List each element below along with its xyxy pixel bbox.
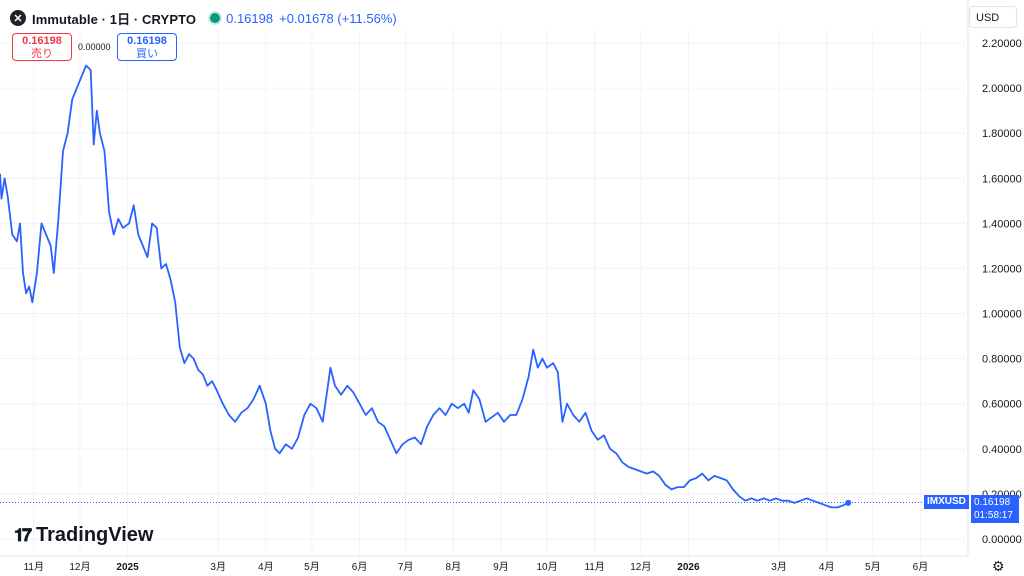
symbol-header: ✕ Immutable · 1日 · CRYPTO 0.16198 +0.016… xyxy=(10,6,397,30)
x-tick-label: 11月 xyxy=(24,561,44,573)
x-tick-label: 2026 xyxy=(677,562,700,573)
y-tick-label: 2.00000 xyxy=(982,83,1022,95)
sell-button[interactable]: 0.16198 売り xyxy=(12,33,72,61)
sell-price: 0.16198 xyxy=(22,35,62,47)
price-line xyxy=(0,64,849,509)
x-tick-label: 12月 xyxy=(69,561,90,573)
x-logo-icon: ✕ xyxy=(10,10,26,26)
x-tick-label: 6月 xyxy=(352,561,368,573)
x-tick-label: 8月 xyxy=(446,561,462,573)
tv-logo-icon: 𝟏𝟕 xyxy=(14,525,32,545)
spread-value: 0.00000 xyxy=(78,42,111,52)
x-tick-label: 9月 xyxy=(493,561,509,573)
market-open-icon xyxy=(210,13,221,23)
y-tick-label: 1.60000 xyxy=(982,173,1022,185)
y-tick-label: 0.40000 xyxy=(982,444,1022,456)
x-tick-label: 7月 xyxy=(398,561,414,573)
x-tick-label: 10月 xyxy=(536,561,557,573)
x-tick-label: 5月 xyxy=(865,561,881,573)
gear-icon[interactable]: ⚙ xyxy=(992,558,1005,574)
x-tick-label: 2025 xyxy=(116,562,139,573)
buy-price: 0.16198 xyxy=(127,35,167,47)
y-tick-label: 1.00000 xyxy=(982,309,1022,321)
x-tick-label: 3月 xyxy=(771,561,787,573)
x-tick-label: 5月 xyxy=(304,561,320,573)
sell-label: 売り xyxy=(31,48,53,60)
buy-button[interactable]: 0.16198 買い xyxy=(117,33,177,61)
y-tick-label: 1.40000 xyxy=(982,218,1022,230)
last-price-tag: 0.16198 01:58:17 xyxy=(971,495,1019,523)
x-tick-label: 12月 xyxy=(630,561,651,573)
x-tick-label: 6月 xyxy=(913,561,929,573)
y-tick-label: 0.00000 xyxy=(982,534,1022,546)
y-tick-label: 0.60000 xyxy=(982,399,1022,411)
symbol-title[interactable]: Immutable · 1日 · CRYPTO xyxy=(32,11,197,27)
y-tick-label: 1.80000 xyxy=(982,128,1022,140)
y-tick-label: 1.20000 xyxy=(982,263,1022,275)
brand-name: TradingView xyxy=(36,524,154,546)
y-tick-label: 0.80000 xyxy=(982,354,1022,366)
buy-label: 買い xyxy=(136,48,158,60)
x-tick-label: 11月 xyxy=(584,561,604,573)
last-symbol-tag: IMXUSD xyxy=(924,495,969,509)
header-price: 0.16198 xyxy=(226,10,274,26)
currency-selector[interactable]: USD xyxy=(969,6,1017,28)
tradingview-logo[interactable]: 𝟏𝟕 TradingView xyxy=(14,524,153,547)
x-tick-label: 3月 xyxy=(210,561,226,573)
last-price: 0.16198 xyxy=(974,497,1011,508)
header-change: +0.01678 (+11.56%) xyxy=(279,10,397,26)
bar-countdown: 01:58:17 xyxy=(974,510,1013,521)
y-tick-label: 2.20000 xyxy=(982,38,1022,50)
last-point-marker xyxy=(845,499,852,506)
x-tick-label: 4月 xyxy=(258,561,274,573)
x-tick-label: 4月 xyxy=(819,561,835,573)
